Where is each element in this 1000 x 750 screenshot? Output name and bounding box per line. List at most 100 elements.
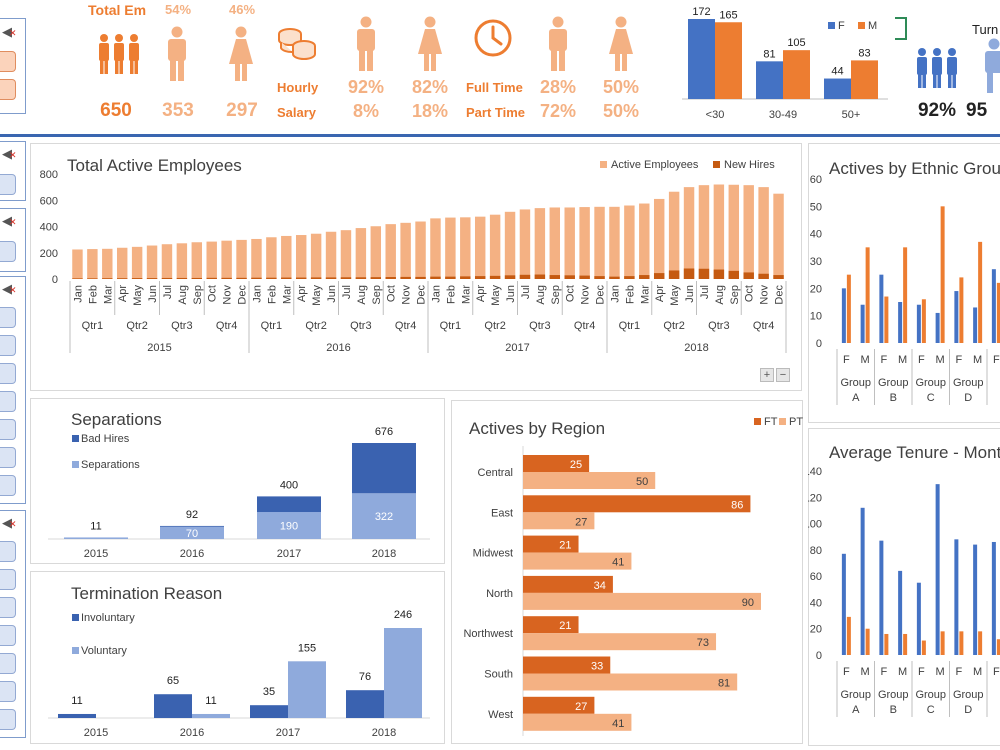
clear-filter-icon[interactable]: ◀✕ [2, 515, 17, 530]
bar-pt [903, 633, 908, 655]
clear-filter-icon[interactable]: ◀✕ [2, 213, 17, 228]
bar-active-employees [281, 235, 292, 279]
collapse-button[interactable]: − [776, 368, 790, 382]
sex-label: F [993, 666, 1000, 678]
male-pct: 54% [164, 2, 192, 17]
bar-ft [523, 656, 611, 674]
slicer-5-item-6[interactable] [0, 681, 16, 702]
separations-label: 190 [280, 521, 298, 533]
slicer-4-item-3[interactable] [0, 363, 16, 384]
slicer-5-item-5[interactable] [0, 653, 16, 674]
bar-new-hires [206, 277, 217, 279]
x-tick-label: <30 [706, 109, 725, 121]
slicer-5-item-4[interactable] [0, 625, 16, 646]
bar-pt [523, 633, 717, 651]
bar-active-employees [325, 231, 337, 279]
slicer-2-item-1[interactable] [0, 174, 16, 195]
slicer-1-item-1[interactable] [0, 51, 16, 72]
y-tick-label: 40 [810, 597, 822, 609]
age-gender-chart: 172 165 <30 81 105 30-49 44 83 50+ F M [682, 6, 888, 121]
bar-active-employees [295, 235, 307, 279]
bar-active-employees [653, 198, 665, 279]
clear-filter-icon[interactable]: ◀✕ [2, 281, 17, 296]
total-employees-value: 650 [100, 100, 132, 121]
expand-button[interactable]: + [760, 368, 774, 382]
bar-pt [996, 282, 1000, 343]
x-tick-label: 30-49 [769, 109, 797, 121]
bar-active-employees [549, 207, 561, 279]
bar-ft [916, 582, 921, 655]
month-label: Oct [207, 285, 219, 302]
bar-pt [523, 552, 632, 570]
bar-active-employees [116, 247, 128, 279]
bar-ft [523, 616, 579, 634]
slicer-3-item-1[interactable] [0, 241, 16, 262]
slicer-5-item-3[interactable] [0, 597, 16, 618]
slicer-4-item-1[interactable] [0, 307, 16, 328]
quarter-label: Qtr1 [440, 320, 461, 332]
slicer-5[interactable]: ◀✕ [0, 510, 26, 738]
bar-new-hires [683, 268, 695, 279]
slicer-5-item-1[interactable] [0, 541, 16, 562]
quarter-label: Qtr4 [574, 320, 595, 332]
slicer-2[interactable]: ◀✕ [0, 141, 26, 201]
bar-active-employees [191, 242, 203, 279]
bar-ft [935, 484, 940, 655]
slicer-4-item-5[interactable] [0, 419, 16, 440]
slicer-5-item-7[interactable] [0, 709, 16, 730]
bar-active-employees [460, 217, 471, 279]
legend-label: FT [764, 416, 778, 428]
slicer-4[interactable]: ◀✕ [0, 276, 26, 504]
bar-new-hires [221, 277, 232, 279]
y-tick-label: 800 [40, 169, 58, 181]
salary-female: 18% [411, 101, 449, 121]
slicer-1[interactable]: ◀✕ [0, 18, 26, 114]
parttime-label: Part Time [466, 105, 526, 120]
month-label: Jan [609, 285, 621, 303]
pt-label: 27 [575, 516, 587, 528]
bar-active-employees [430, 218, 441, 279]
slicer-4-item-7[interactable] [0, 475, 16, 496]
bar-active-employees [310, 233, 322, 279]
x-tick-label: 2015 [84, 548, 108, 560]
bar-active-employees [385, 224, 396, 279]
month-label: Feb [266, 285, 278, 304]
ft-label: 25 [570, 459, 582, 471]
bar-active-employees [773, 193, 784, 279]
sex-label: F [881, 354, 888, 366]
legend-label: PT [789, 416, 803, 428]
clear-filter-icon[interactable]: ◀✕ [2, 146, 17, 161]
bar-pt [523, 472, 656, 489]
month-label: Nov [222, 285, 234, 305]
bar-active-employees [72, 249, 83, 279]
header-divider [0, 134, 1000, 137]
bar-active-employees [594, 206, 605, 279]
bar-new-hires [325, 277, 337, 279]
tenure-title: Average Tenure - Mont [829, 443, 1000, 462]
slicer-1-item-2[interactable] [0, 79, 16, 100]
slicer-5-item-2[interactable] [0, 569, 16, 590]
bar-new-hires [87, 278, 98, 279]
sex-label: M [973, 666, 982, 678]
sex-label: M [898, 666, 907, 678]
year-label: 2017 [505, 342, 529, 354]
x-tick-label: 2016 [180, 727, 204, 739]
bar-new-hires [639, 275, 650, 279]
slicer-4-item-6[interactable] [0, 447, 16, 468]
bar-new-hires [549, 275, 561, 279]
slicer-3[interactable]: ◀✕ [0, 208, 26, 272]
legend-label: Bad Hires [81, 433, 130, 445]
month-label: Jan [430, 285, 442, 303]
bar-new-hires [355, 277, 367, 279]
y-tick-label: 30 [810, 256, 822, 268]
clear-filter-icon[interactable]: ◀✕ [2, 24, 17, 39]
month-label: Jul [520, 285, 532, 299]
parttime-female: 50% [602, 101, 640, 121]
slicer-4-item-4[interactable] [0, 391, 16, 412]
sex-label: F [918, 666, 925, 678]
female-icon [418, 16, 442, 71]
slicer-4-item-2[interactable] [0, 335, 16, 356]
bar-active-employees [87, 249, 98, 279]
data-label: 246 [394, 609, 412, 621]
sex-label: F [956, 354, 963, 366]
